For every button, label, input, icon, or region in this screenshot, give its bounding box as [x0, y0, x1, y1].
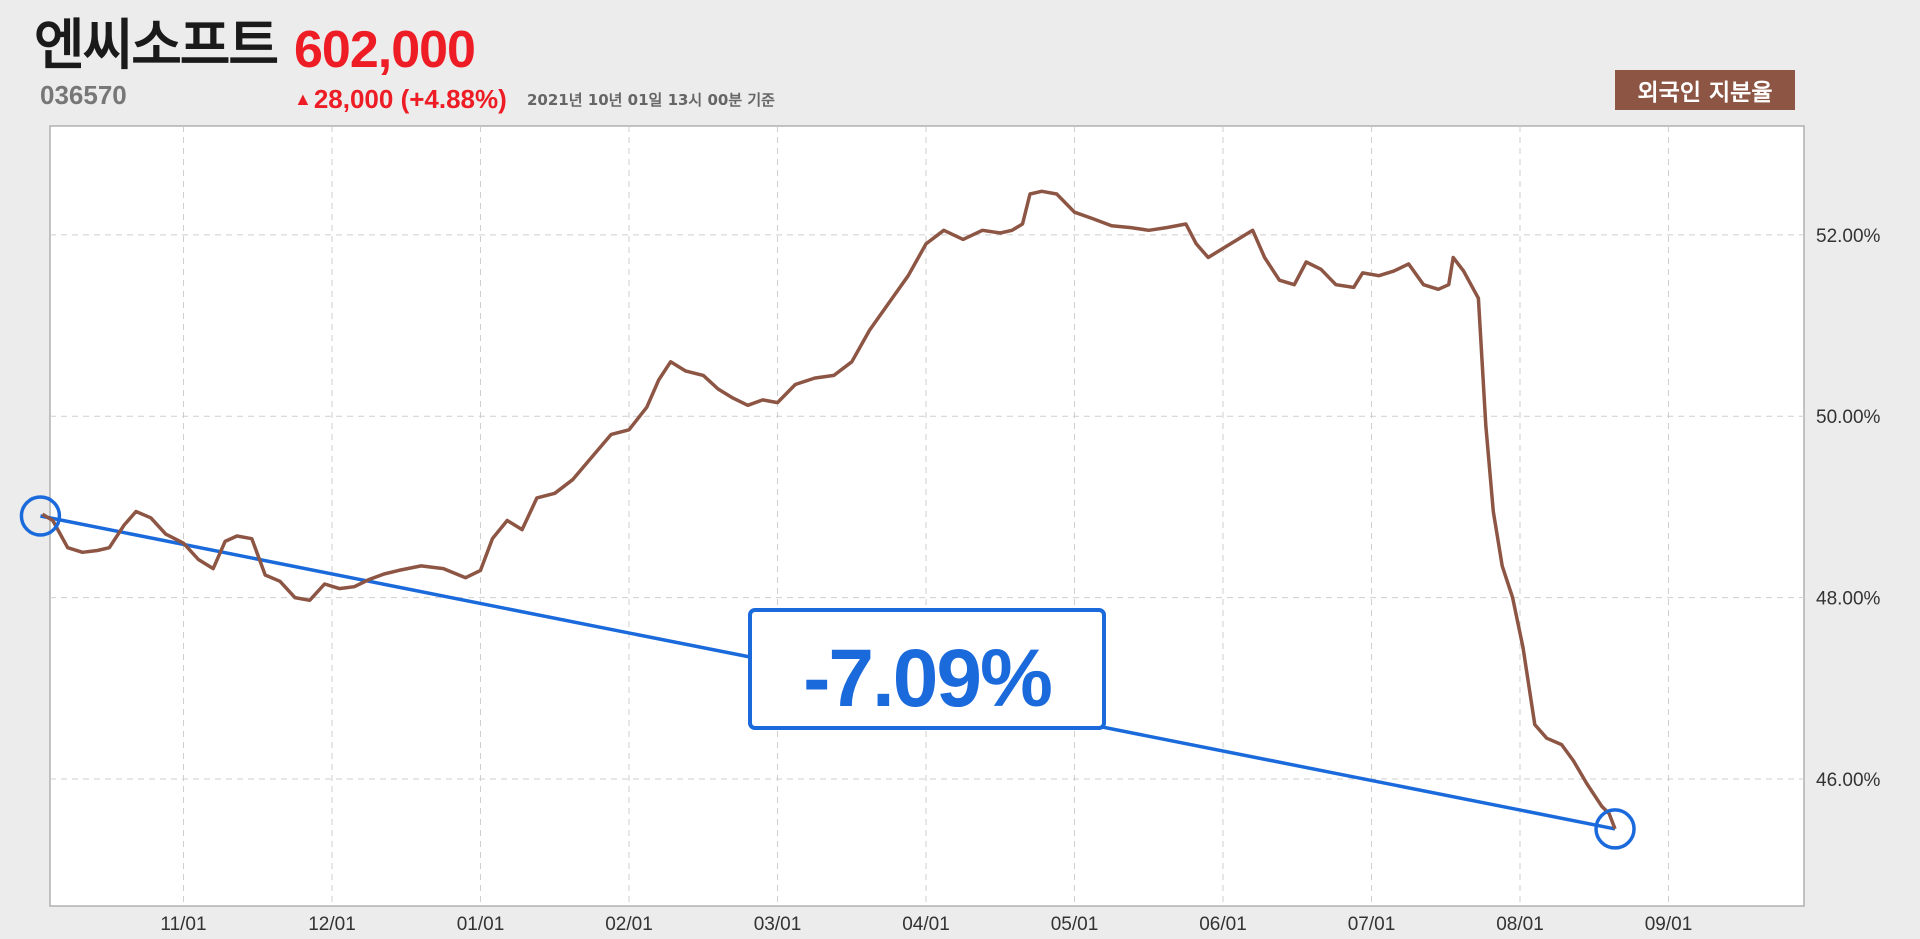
y-tick-label: 46.00% — [1816, 770, 1881, 791]
change-callout-box — [748, 608, 1106, 730]
x-gridlines — [183, 126, 1669, 906]
change-callout: -7.09% — [748, 608, 1106, 730]
x-tick-label: 09/01 — [1645, 914, 1693, 935]
x-tick-label: 06/01 — [1199, 914, 1247, 935]
y-tick-label: 48.00% — [1816, 589, 1881, 610]
stock-code: 036570 — [40, 80, 127, 110]
end-marker — [1594, 808, 1636, 850]
x-tick-label: 11/01 — [160, 914, 206, 935]
company-name: 엔씨소프트 — [34, 13, 279, 77]
endpoint-markers — [19, 495, 1636, 850]
x-axis-labels: 11/01 12/01 01/01 02/01 03/01 04/01 05/01 06/01… — [160, 914, 1692, 935]
y-tick-label: 50.00% — [1816, 407, 1881, 428]
timestamp: 2021년 10년 01일 13시 00분 기준 — [527, 91, 775, 109]
metric-badge[interactable]: 외국인 지분율 — [1615, 70, 1795, 110]
y-axis-labels: 46.00% 48.00% 50.00% 52.00% — [1816, 226, 1881, 791]
plot-area — [49, 125, 1805, 907]
up-arrow-icon: ▲ — [294, 89, 312, 109]
current-price: 602,000 — [294, 21, 476, 79]
x-tick-label: 07/01 — [1348, 914, 1396, 935]
y-tick-label: 52.00% — [1816, 226, 1881, 247]
series-line — [41, 189, 1617, 830]
x-tick-label: 02/01 — [605, 914, 653, 935]
price-change-text: 28,000 (+4.88%) — [313, 84, 507, 114]
x-tick-label: 05/01 — [1051, 914, 1099, 935]
x-tick-label: 04/01 — [902, 914, 950, 935]
x-tick-label: 08/01 — [1496, 914, 1544, 935]
start-marker — [19, 495, 62, 537]
header: 엔씨소프트 602,000 036570 ▲28,000 (+4.88%) 20… — [0, 0, 1920, 128]
x-tick-label: 12/01 — [308, 914, 356, 935]
x-tick-label: 03/01 — [754, 914, 802, 935]
price-change: ▲28,000 (+4.88%) — [294, 86, 507, 112]
change-callout-text: -7.09% — [803, 633, 1051, 724]
x-tick-label: 01/01 — [457, 914, 505, 935]
